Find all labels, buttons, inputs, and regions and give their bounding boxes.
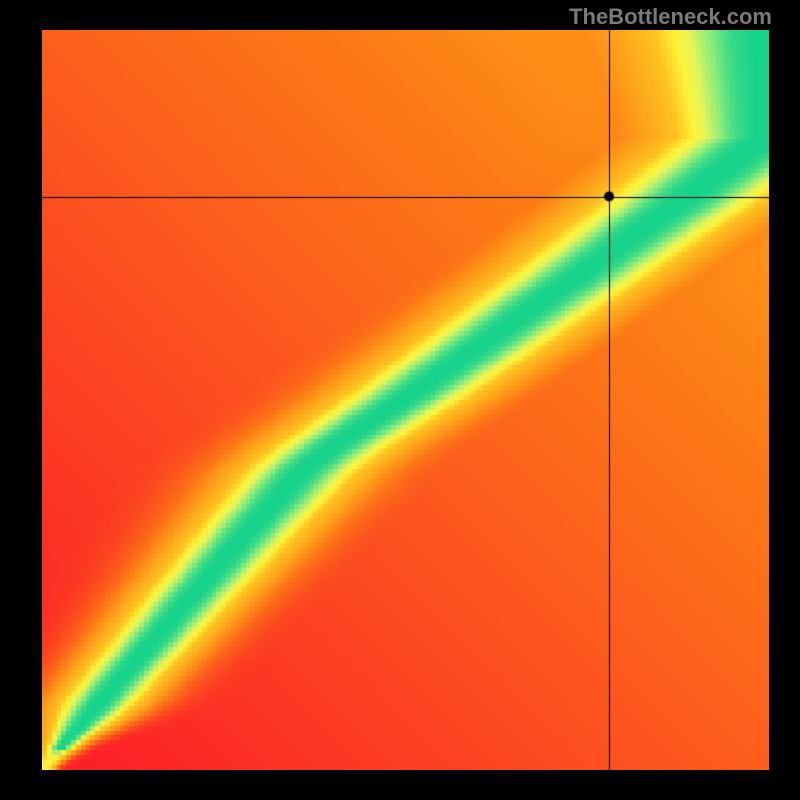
bottleneck-heatmap <box>42 30 769 770</box>
chart-container: TheBottleneck.com <box>0 0 800 800</box>
watermark-label: TheBottleneck.com <box>569 4 772 30</box>
